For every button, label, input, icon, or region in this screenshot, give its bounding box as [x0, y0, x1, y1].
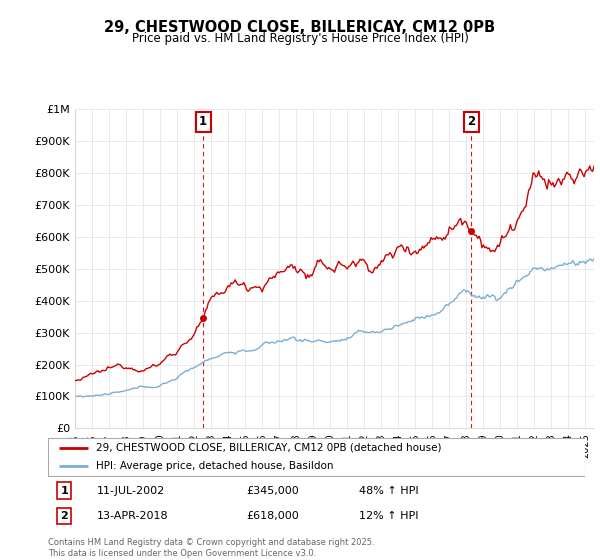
- Text: £618,000: £618,000: [247, 511, 299, 521]
- Text: Price paid vs. HM Land Registry's House Price Index (HPI): Price paid vs. HM Land Registry's House …: [131, 32, 469, 45]
- FancyBboxPatch shape: [48, 437, 585, 477]
- Text: 2: 2: [60, 511, 68, 521]
- Text: 29, CHESTWOOD CLOSE, BILLERICAY, CM12 0PB: 29, CHESTWOOD CLOSE, BILLERICAY, CM12 0P…: [104, 20, 496, 35]
- Text: 1: 1: [60, 486, 68, 496]
- Text: 2: 2: [467, 115, 475, 128]
- Text: £345,000: £345,000: [247, 486, 299, 496]
- Text: 29, CHESTWOOD CLOSE, BILLERICAY, CM12 0PB (detached house): 29, CHESTWOOD CLOSE, BILLERICAY, CM12 0P…: [97, 443, 442, 452]
- Text: 13-APR-2018: 13-APR-2018: [97, 511, 168, 521]
- Text: 12% ↑ HPI: 12% ↑ HPI: [359, 511, 419, 521]
- Text: HPI: Average price, detached house, Basildon: HPI: Average price, detached house, Basi…: [97, 461, 334, 471]
- Text: 48% ↑ HPI: 48% ↑ HPI: [359, 486, 419, 496]
- Text: 1: 1: [199, 115, 207, 128]
- Text: Contains HM Land Registry data © Crown copyright and database right 2025.
This d: Contains HM Land Registry data © Crown c…: [48, 538, 374, 558]
- Text: 11-JUL-2002: 11-JUL-2002: [97, 486, 164, 496]
